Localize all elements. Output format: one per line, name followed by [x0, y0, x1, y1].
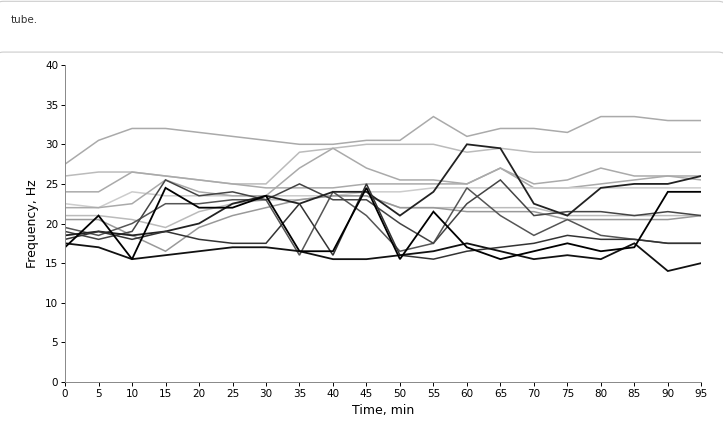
X-axis label: Time, min: Time, min	[352, 404, 414, 418]
Text: tube.: tube.	[11, 14, 38, 25]
FancyBboxPatch shape	[0, 1, 723, 56]
FancyBboxPatch shape	[0, 52, 723, 434]
Y-axis label: Frequency, Hz: Frequency, Hz	[26, 179, 39, 268]
